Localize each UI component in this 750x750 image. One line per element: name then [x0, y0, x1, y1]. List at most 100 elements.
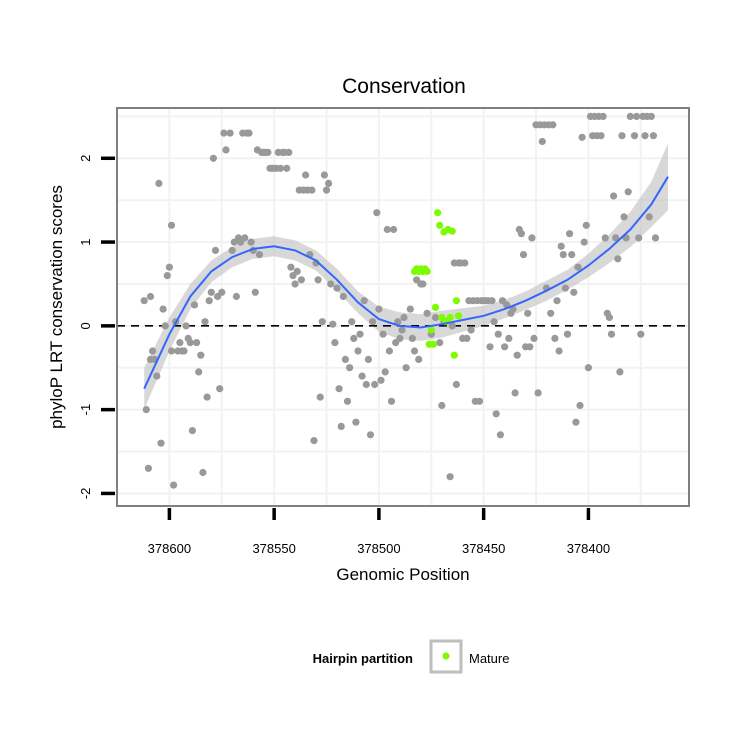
plot-border [116, 107, 690, 507]
data-point [161, 322, 169, 330]
data-point [492, 410, 500, 418]
data-point [232, 292, 240, 301]
data-point [561, 284, 570, 292]
data-point [649, 132, 658, 140]
data-point [264, 148, 272, 156]
data-point [343, 397, 352, 405]
data-point [369, 318, 377, 326]
data-point [448, 322, 456, 330]
data-point [597, 132, 605, 140]
data-point [186, 339, 194, 347]
data-point [452, 380, 460, 389]
legend-label-mature: Mature [469, 651, 509, 666]
x-tick-label: 378500 [357, 541, 400, 556]
data-point [216, 385, 224, 393]
data-point [633, 112, 641, 120]
data-point [599, 112, 607, 120]
data-point [188, 427, 196, 435]
data-point [165, 263, 173, 271]
data-point [446, 473, 454, 481]
y-tick-label: 1 [78, 238, 93, 245]
data-point [167, 221, 176, 229]
data-point [651, 234, 660, 242]
data-point [582, 221, 590, 229]
y-axis-label: phyloP LRT conservation scores [47, 185, 66, 429]
mature-point [427, 326, 435, 334]
data-point [463, 334, 471, 342]
data-point [176, 339, 184, 347]
chart-title: Conservation [342, 75, 466, 98]
data-point [467, 326, 475, 334]
data-point [534, 389, 542, 397]
data-point [398, 326, 406, 334]
data-point [356, 330, 364, 338]
data-point [251, 288, 259, 296]
data-point [352, 418, 360, 426]
data-point [438, 401, 446, 410]
data-point [190, 301, 199, 309]
data-point [276, 164, 284, 172]
data-point [461, 259, 469, 267]
data-point [580, 238, 588, 246]
data-point [341, 355, 349, 363]
data-point [327, 280, 335, 288]
data-point [519, 251, 528, 259]
data-point [513, 351, 521, 359]
data-point [228, 246, 236, 254]
data-point [528, 234, 536, 242]
data-point [155, 179, 163, 187]
data-point [381, 368, 389, 376]
mature-point [446, 313, 454, 322]
data-point [486, 343, 494, 351]
mature-point [450, 351, 458, 359]
data-point [555, 347, 563, 355]
data-point [620, 213, 628, 221]
data-point [410, 347, 419, 355]
data-point [408, 334, 416, 342]
data-point [488, 297, 496, 305]
data-point [475, 397, 484, 405]
data-point [146, 292, 155, 301]
legend-key-mature-dot [442, 652, 450, 660]
data-point [524, 309, 532, 317]
data-point [406, 305, 414, 313]
data-point [490, 318, 498, 326]
data-point [140, 297, 148, 305]
x-tick-label: 378550 [252, 541, 295, 556]
data-point [285, 148, 293, 156]
data-point [394, 318, 402, 326]
data-point [559, 251, 567, 259]
data-point [574, 263, 582, 271]
data-point [553, 297, 561, 305]
data-point [551, 334, 559, 342]
data-point [645, 213, 653, 221]
x-axis: 378600 378550 378500 378450 378400 [148, 508, 610, 556]
data-point [557, 242, 565, 250]
data-point [375, 305, 383, 313]
data-point [159, 305, 167, 313]
data-point [635, 234, 643, 242]
data-point [538, 137, 546, 146]
data-point [205, 297, 213, 305]
data-point [167, 347, 176, 355]
data-point [366, 431, 375, 439]
data-point [291, 280, 299, 288]
data-point [364, 355, 372, 363]
data-point [316, 393, 324, 401]
mature-point [431, 303, 440, 311]
data-point [308, 186, 316, 194]
data-point [505, 334, 513, 342]
mature-point [429, 340, 437, 348]
data-point [157, 439, 165, 447]
data-point [247, 238, 255, 246]
data-point [385, 347, 393, 355]
data-point [170, 481, 178, 489]
data-point [241, 234, 249, 242]
data-point [182, 322, 190, 330]
data-point [350, 334, 358, 342]
data-point [511, 389, 519, 397]
data-point [287, 263, 295, 271]
data-point [387, 397, 396, 405]
data-point [293, 267, 301, 275]
data-point [331, 339, 339, 347]
